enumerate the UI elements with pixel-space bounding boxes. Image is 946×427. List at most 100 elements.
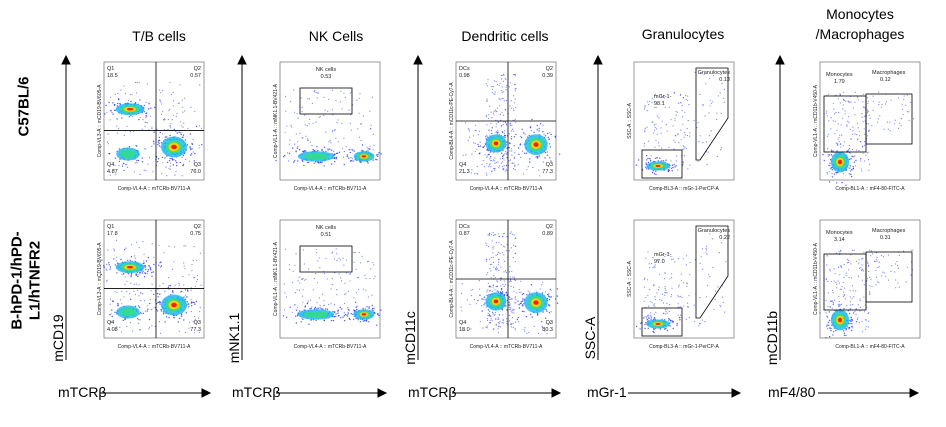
event-dot [465,154,467,156]
event-dot [541,292,543,294]
event-dot [489,319,491,321]
event-dot [517,300,519,302]
event-dot [335,99,337,101]
event-dot [166,175,168,177]
event-dot [343,137,345,139]
event-dot [502,320,504,322]
event-dot [189,146,191,148]
gate-value: 0.75 [190,231,201,237]
event-dot [656,133,658,135]
event-dot [851,249,854,251]
event-dot [488,232,490,234]
event-dot [156,310,159,312]
event-dot [869,293,871,295]
event-dot [829,162,831,164]
event-dot [833,280,835,282]
event-dot [180,133,182,136]
event-dot [341,308,343,310]
event-dot [513,144,515,147]
event-dot [833,173,836,175]
event-dot [847,120,849,122]
event-dot [166,136,168,138]
event-dot [496,133,498,135]
event-dot [668,169,670,171]
event-dot [489,105,491,107]
event-dot [152,140,155,142]
event-dot [174,174,176,176]
event-dot [838,303,840,305]
event-dot [880,106,882,108]
event-dot [287,152,289,154]
event-dot [492,234,495,236]
event-dot [476,148,478,150]
event-dot [303,164,305,167]
event-dot [329,140,331,142]
event-dot [866,152,868,154]
event-dot [121,165,124,167]
event-dot [468,130,470,132]
event-dot [834,120,836,122]
event-dot [521,300,524,302]
event-dot [849,308,852,310]
event-dot [520,156,522,159]
event-dot [189,147,191,149]
event-dot [648,263,650,265]
event-dot [500,279,502,281]
event-dot [655,157,657,159]
event-dot [182,164,184,167]
event-dot [855,321,858,323]
event-dot [535,156,537,158]
event-dot [318,162,320,164]
event-dot [843,141,845,143]
event-dot [116,326,118,328]
event-dot [646,168,648,170]
event-dot [117,304,119,306]
event-dot [515,121,517,123]
event-dot [167,286,169,289]
event-dot [141,272,144,274]
event-dot [538,332,540,335]
event-dot [541,326,543,328]
event-dot [852,126,854,128]
event-dot [506,299,508,301]
event-dot [309,141,311,143]
event-dot [650,314,652,316]
gate-value: 0.98 [459,73,470,79]
event-dot [307,98,309,100]
event-dot [831,176,834,178]
event-dot [867,102,869,104]
event-dot [826,326,828,328]
event-dot [123,296,125,298]
event-dot [870,255,872,257]
event-dot [495,123,497,125]
event-dot [849,101,851,103]
event-dot [538,169,540,171]
event-dot [674,135,676,137]
event-dot [714,298,716,300]
event-dot [483,298,485,300]
event-dot [848,276,850,279]
gate-label: Q2 [194,66,201,72]
event-dot [130,282,132,284]
event-dot [694,321,696,323]
event-dot [715,290,717,292]
event-dot [657,260,659,263]
event-dot [679,295,681,297]
gate-value: 0.22 [719,235,730,241]
event-dot [655,123,657,125]
density-ring-green [120,307,136,317]
event-dot [292,282,294,284]
event-dot [675,165,677,167]
event-dot [365,277,367,279]
event-dot [151,325,153,327]
event-dot [128,116,130,118]
event-dot [161,156,163,159]
event-dot [668,304,671,306]
event-dot [850,318,852,321]
event-dot [682,162,684,164]
event-dot [485,260,487,262]
event-dot [687,306,689,308]
event-dot [368,307,370,309]
event-dot [162,313,165,315]
